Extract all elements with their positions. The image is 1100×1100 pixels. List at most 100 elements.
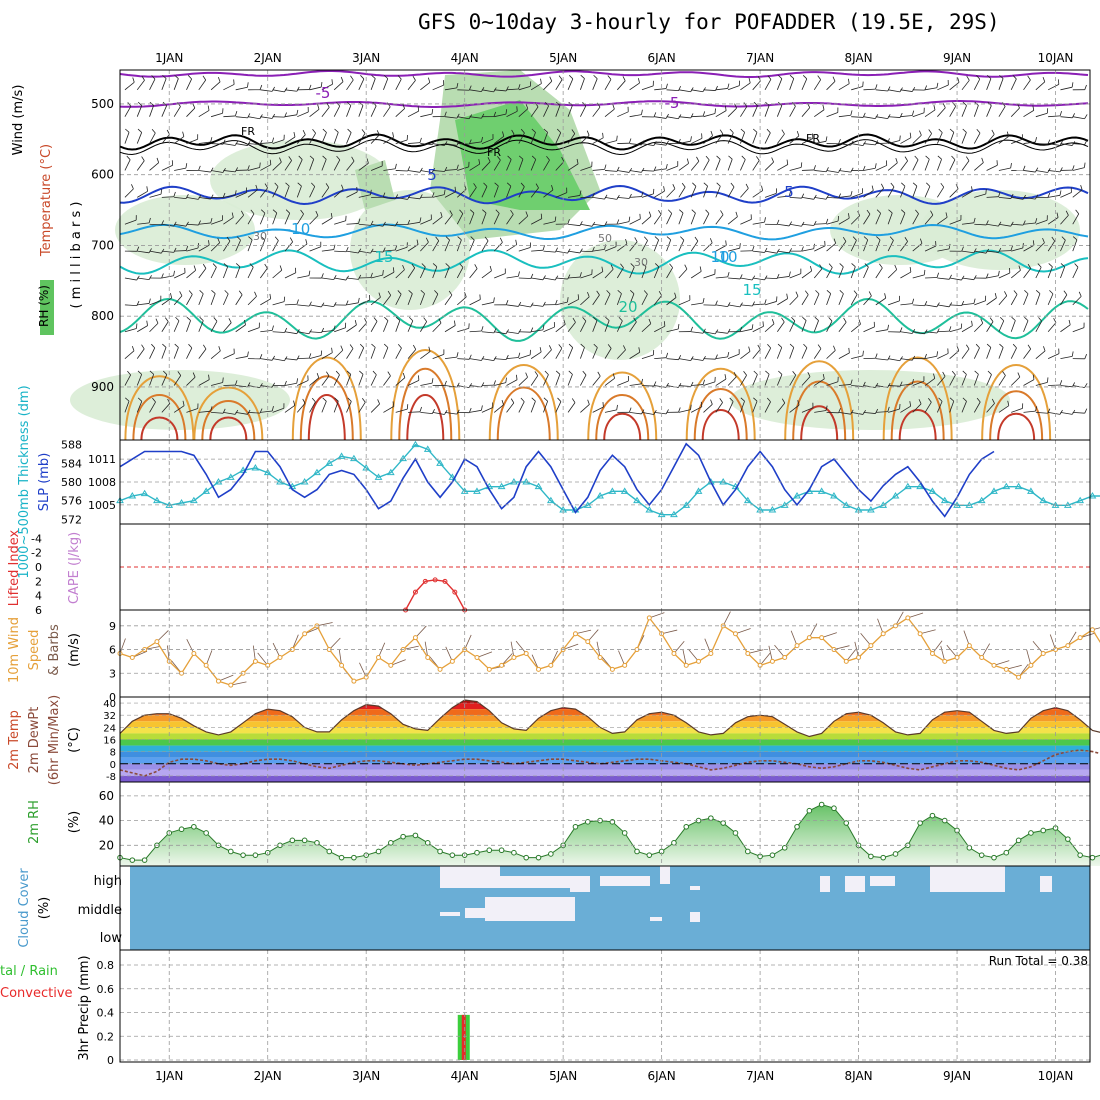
wind-barb bbox=[444, 191, 456, 198]
wind-barb-flag bbox=[715, 300, 718, 306]
cloud-free-block bbox=[570, 876, 590, 892]
wind-barb bbox=[432, 353, 445, 360]
thickness-point bbox=[411, 440, 420, 448]
wind-barb bbox=[1010, 347, 1017, 359]
wind-barb-flag bbox=[868, 291, 872, 297]
wind-barb-flag bbox=[789, 343, 795, 348]
wind-barb bbox=[567, 322, 576, 333]
wind-barb-flag bbox=[247, 382, 251, 388]
wind-barb bbox=[937, 330, 950, 333]
wind-barb bbox=[235, 116, 248, 119]
wind-barb bbox=[641, 412, 654, 415]
wind-barb-flag bbox=[354, 320, 357, 326]
wind-barb-flag bbox=[518, 155, 524, 160]
cloud-level-label: low bbox=[100, 931, 123, 946]
temp-band bbox=[120, 769, 1090, 776]
wind-barb-flag bbox=[871, 185, 874, 191]
thickness-point bbox=[239, 466, 247, 473]
wind-barb-flag bbox=[1035, 137, 1037, 143]
wind-barb bbox=[420, 382, 433, 386]
wind-barb-flag bbox=[481, 326, 484, 332]
wind-barb bbox=[518, 85, 531, 91]
wind-barb-flag bbox=[179, 291, 183, 296]
wind-barb-flag bbox=[155, 318, 159, 324]
wind-barb-flag bbox=[478, 159, 481, 165]
wind-barb-flag bbox=[1084, 162, 1086, 168]
wind-barb bbox=[629, 383, 642, 386]
wind-barb-flag bbox=[182, 400, 185, 406]
wind-barb-flag bbox=[778, 370, 783, 375]
wind-barb bbox=[420, 219, 432, 225]
wind-barb-flag bbox=[456, 164, 459, 170]
wind-barb bbox=[444, 266, 450, 279]
thickness-point bbox=[1027, 487, 1035, 494]
wind-barb bbox=[900, 89, 913, 92]
wind-barb bbox=[186, 196, 199, 200]
surface-wind-barb bbox=[424, 641, 429, 658]
wind-barb bbox=[432, 194, 445, 198]
wind-barb-flag bbox=[962, 370, 967, 375]
wind-barb-flag bbox=[788, 221, 793, 227]
wind-barb bbox=[863, 213, 871, 225]
wind-barb-flag bbox=[260, 209, 266, 214]
precip-tick-label: 0.6 bbox=[97, 983, 115, 996]
wind-barb bbox=[666, 165, 678, 171]
wind-barb-flag bbox=[620, 263, 624, 268]
cloud-free-block bbox=[485, 897, 575, 921]
temp-contour-warm bbox=[603, 412, 642, 441]
thickness-point bbox=[645, 506, 654, 513]
wind-barb-flag bbox=[444, 380, 447, 386]
surface-wind-barb bbox=[1006, 664, 1022, 670]
wind-barb bbox=[961, 190, 973, 198]
wind-barb-flag bbox=[1072, 382, 1076, 388]
wind-barb bbox=[260, 329, 273, 333]
wind-barb-flag bbox=[663, 186, 665, 192]
surface-wind-barb bbox=[722, 611, 731, 627]
wind-barb bbox=[407, 267, 416, 279]
wind-barb bbox=[444, 385, 457, 388]
temp-contour-warm bbox=[132, 394, 187, 441]
wind-barb-flag bbox=[942, 103, 946, 108]
wind-barb bbox=[949, 159, 956, 171]
wind-barb-flag bbox=[192, 372, 196, 378]
wind-barb bbox=[986, 164, 998, 171]
wind-barb-flag bbox=[728, 155, 733, 160]
wind-speed-point bbox=[1003, 666, 1009, 672]
temp-contour-warm bbox=[193, 386, 264, 441]
wind-barb bbox=[986, 297, 997, 306]
rh-point bbox=[818, 801, 825, 808]
wind-barb bbox=[444, 169, 457, 171]
wind-barb-flag bbox=[322, 155, 327, 160]
wind-barb-flag bbox=[126, 155, 131, 160]
bottom-day-label: 7JAN bbox=[746, 1069, 774, 1083]
wind-barb-flag bbox=[234, 167, 239, 173]
wind-barb-flag bbox=[739, 326, 743, 332]
wind-barb bbox=[296, 403, 306, 413]
wind-barb bbox=[678, 409, 691, 413]
ylabel-2m-rh: 2m RH bbox=[27, 800, 42, 844]
wind-barb-flag bbox=[520, 397, 525, 402]
wind-barb bbox=[727, 247, 740, 252]
wind-barb-flag bbox=[173, 191, 176, 197]
wind-barb-flag bbox=[743, 102, 748, 107]
li-point bbox=[422, 578, 428, 584]
wind-barb bbox=[998, 295, 1008, 306]
wind-speed-point bbox=[1065, 643, 1071, 649]
wind-barb bbox=[235, 324, 246, 333]
wind-barb bbox=[604, 140, 617, 144]
wind-barb bbox=[174, 167, 187, 171]
pressure-tick-label: 900 bbox=[91, 380, 114, 394]
wind-barb bbox=[124, 188, 134, 198]
wind-barb-flag bbox=[957, 77, 960, 83]
wind-barb-flag bbox=[321, 273, 324, 279]
wind-barb-flag bbox=[962, 101, 967, 106]
wind-barb-flag bbox=[402, 103, 405, 109]
wind-barb bbox=[1072, 296, 1082, 306]
wind-barb bbox=[998, 347, 1004, 359]
wind-barb bbox=[272, 331, 285, 333]
wind-barb bbox=[1047, 322, 1057, 333]
wind-barb bbox=[974, 193, 986, 198]
wind-barb bbox=[691, 331, 704, 334]
wind-barb bbox=[469, 358, 482, 361]
cloud-level-label: high bbox=[94, 874, 122, 889]
